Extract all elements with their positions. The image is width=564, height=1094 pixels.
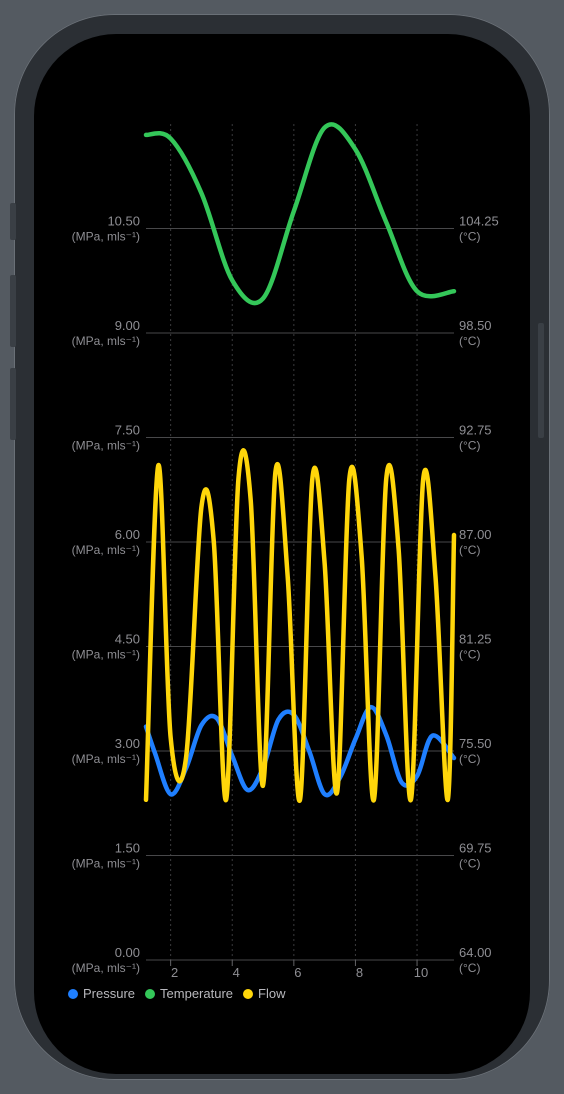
x-tick-label: 8 [356,965,363,980]
right-unit-label: (°C) [459,543,480,557]
legend-item-flow: Flow [243,986,285,1001]
left-tick-label: 0.00 [115,945,140,960]
right-unit-label: (°C) [459,439,480,453]
left-tick-label: 1.50 [115,841,140,856]
right-tick-label: 98.50 [459,318,492,333]
right-tick-label: 81.25 [459,632,492,647]
left-unit-label: (MPa, mls⁻¹) [72,752,140,766]
series-line-flow [143,448,457,803]
legend-label: Pressure [83,986,136,1001]
right-tick-label: 64.00 [459,945,492,960]
volume-down-button [10,368,16,440]
screen: 0.00 (MPa, mls⁻¹) 64.00 (°C) 1.50 (MPa, mls⁻¹… [34,34,530,1074]
left-tick-label: 10.50 [107,214,140,229]
right-tick-label: 87.00 [459,527,492,542]
legend-label: Temperature [160,986,234,1001]
left-unit-label: (MPa, mls⁻¹) [72,439,140,453]
x-tick-label: 2 [171,965,178,980]
right-unit-label: (°C) [459,961,480,975]
left-tick-label: 6.00 [115,527,140,542]
left-tick-label: 4.50 [115,632,140,647]
legend-dot-icon [145,988,156,999]
right-tick-label: 75.50 [459,736,492,751]
left-unit-label: (MPa, mls⁻¹) [72,857,140,871]
right-unit-label: (°C) [459,334,480,348]
left-unit-label: (MPa, mls⁻¹) [72,334,140,348]
right-unit-label: (°C) [459,752,480,766]
left-unit-label: (MPa, mls⁻¹) [72,543,140,557]
left-unit-label: (MPa, mls⁻¹) [72,961,140,975]
x-tick-label: 6 [294,965,301,980]
left-tick-label: 3.00 [115,736,140,751]
right-tick-label: 104.25 [459,214,499,229]
right-unit-label: (°C) [459,857,480,871]
right-unit-label: (°C) [459,230,480,244]
left-tick-label: 7.50 [115,423,140,438]
legend-item-temperature: Temperature [145,986,233,1001]
legend-dot-icon [68,988,78,999]
legend-item-pressure: Pressure [68,986,135,1001]
left-unit-label: (MPa, mls⁻¹) [72,230,140,244]
legend: Pressure Temperature Flow [68,986,285,1001]
x-tick-label: 10 [414,965,428,980]
right-unit-label: (°C) [459,648,480,662]
right-tick-label: 92.75 [459,423,492,438]
left-unit-label: (MPa, mls⁻¹) [72,648,140,662]
series-line-temperature [143,122,457,306]
volume-up-button [10,275,16,347]
side-button [538,323,544,438]
chart: 0.00(MPa, mls⁻¹)64.00(°C)1.50(MPa, mls⁻¹… [72,122,499,980]
right-tick-label: 69.75 [459,841,492,856]
left-tick-label: 9.00 [115,318,140,333]
x-tick-label: 4 [233,965,240,980]
legend-dot-icon [243,988,254,999]
mute-switch [10,203,16,240]
legend-label: Flow [258,986,286,1001]
